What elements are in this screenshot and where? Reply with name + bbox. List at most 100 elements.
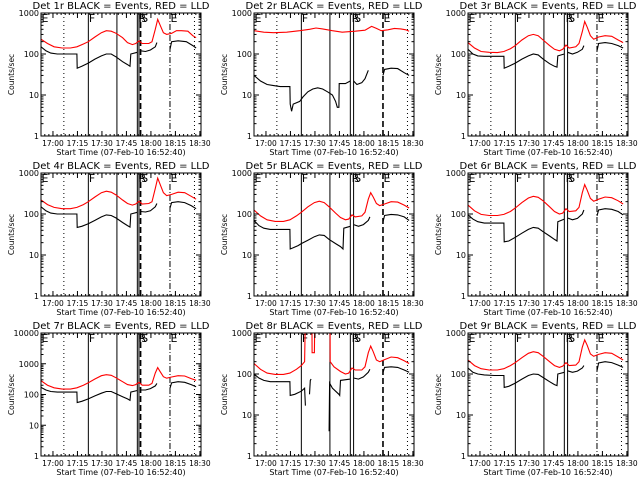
series-events-line <box>140 42 158 53</box>
y-axis-label: Counts/sec <box>7 214 16 255</box>
y-tick-label: 1000 <box>19 9 39 18</box>
x-tick-label: 17:45 <box>329 299 351 308</box>
plot-frame <box>40 332 202 457</box>
interval-marker-label: S <box>141 12 148 25</box>
x-tick-label: 17:00 <box>42 139 64 148</box>
series-events-line <box>382 67 410 76</box>
interval-marker-label: F <box>302 12 308 25</box>
interval-marker-label: E <box>42 332 49 345</box>
y-tick-label: 1 <box>247 132 252 141</box>
interval-marker-label: R <box>139 332 147 345</box>
x-tick-label: 18:30 <box>616 459 638 468</box>
panel-title: Det 5r BLACK = Events, RED = LLD <box>246 161 423 172</box>
y-tick-label: 100 <box>451 210 466 219</box>
panel-title: Det 8r BLACK = Events, RED = LLD <box>246 321 423 332</box>
x-tick-label: 17:30 <box>304 139 326 148</box>
x-tick-label: 17:30 <box>91 139 113 148</box>
interval-marker-label: R <box>352 332 360 345</box>
interval-marker-label: E <box>255 12 262 25</box>
plot-frame <box>253 172 415 297</box>
interval-marker-label: S <box>354 332 361 345</box>
interval-marker-label: E <box>597 12 604 25</box>
interval-marker-label: F <box>516 172 522 185</box>
y-tick-label: 1 <box>34 132 39 141</box>
plot-frame <box>253 12 415 137</box>
x-tick-label: 17:30 <box>91 299 113 308</box>
x-tick-label: 17:15 <box>67 459 89 468</box>
x-axis-label: Start Time (07-Feb-10 16:52:40) <box>483 308 612 317</box>
plot-frame <box>467 12 629 137</box>
y-tick-label: 10 <box>456 251 466 260</box>
x-tick-label: 17:30 <box>304 459 326 468</box>
x-tick-label: 17:15 <box>67 299 89 308</box>
x-tick-label: 18:30 <box>616 139 638 148</box>
x-tick-label: 17:30 <box>518 139 540 148</box>
y-tick-label: 1 <box>247 452 252 461</box>
series-events-line <box>254 220 351 251</box>
series-events-line <box>596 361 624 371</box>
interval-marker-label: E <box>383 172 390 185</box>
series-events-line <box>382 366 410 373</box>
series-lld-line <box>254 333 306 375</box>
y-tick-label: 1 <box>34 452 39 461</box>
x-tick-label: 17:15 <box>494 299 516 308</box>
series-events-line <box>567 209 585 221</box>
interval-marker-label: E <box>597 332 604 345</box>
series-events-line <box>468 48 565 70</box>
x-tick-label: 18:15 <box>165 459 187 468</box>
y-tick-label: 10 <box>456 411 466 420</box>
x-tick-label: 18:30 <box>189 139 211 148</box>
x-tick-label: 17:15 <box>67 139 89 148</box>
interval-marker-label: E <box>597 172 604 185</box>
x-tick-label: 17:45 <box>543 459 565 468</box>
interval-marker-label: R <box>139 172 147 185</box>
x-tick-label: 17:15 <box>280 299 302 308</box>
x-tick-label: 17:45 <box>116 459 138 468</box>
y-axis-label: Counts/sec <box>220 214 229 255</box>
y-tick-label: 1 <box>461 292 466 301</box>
interval-marker-label: E <box>255 172 262 185</box>
x-tick-label: 18:00 <box>567 139 589 148</box>
x-axis-label: Start Time (07-Feb-10 16:52:40) <box>269 308 398 317</box>
x-tick-label: 18:15 <box>592 459 614 468</box>
y-tick-label: 100 <box>237 370 252 379</box>
y-tick-label: 1000 <box>19 169 39 178</box>
interval-marker-label: F <box>89 172 95 185</box>
y-tick-label: 1000 <box>446 169 466 178</box>
interval-marker-label: E <box>170 12 177 25</box>
panel-title: Det 3r BLACK = Events, RED = LLD <box>460 1 637 12</box>
interval-marker-label: E <box>469 332 476 345</box>
y-tick-label: 10 <box>456 91 466 100</box>
y-axis-label: Counts/sec <box>220 54 229 95</box>
x-tick-label: 18:00 <box>567 459 589 468</box>
y-tick-label: 1000 <box>446 329 466 338</box>
x-tick-label: 18:00 <box>140 459 162 468</box>
y-axis-label: Counts/sec <box>220 374 229 415</box>
interval-marker-label: R <box>566 12 574 25</box>
plot-frame <box>253 332 415 457</box>
plot-frame <box>40 12 202 137</box>
series-events-line <box>308 378 312 395</box>
x-tick-label: 17:45 <box>543 299 565 308</box>
y-tick-label: 10 <box>29 421 39 430</box>
x-tick-label: 17:45 <box>329 459 351 468</box>
series-events-line <box>468 214 565 243</box>
series-lld-line <box>254 25 410 34</box>
x-tick-label: 18:00 <box>140 299 162 308</box>
series-lld-line <box>329 333 410 375</box>
series-events-line <box>468 367 565 389</box>
x-tick-label: 17:30 <box>518 299 540 308</box>
interval-marker-label: S <box>141 172 148 185</box>
y-tick-label: 10 <box>242 411 252 420</box>
y-tick-label: 10 <box>29 91 39 100</box>
series-events-line <box>254 74 351 112</box>
x-axis-label: Start Time (07-Feb-10 16:52:40) <box>56 468 185 477</box>
interval-marker-label: F <box>89 12 95 25</box>
interval-marker-label: R <box>566 172 574 185</box>
x-tick-label: 17:00 <box>42 299 64 308</box>
plot-frame <box>40 172 202 297</box>
